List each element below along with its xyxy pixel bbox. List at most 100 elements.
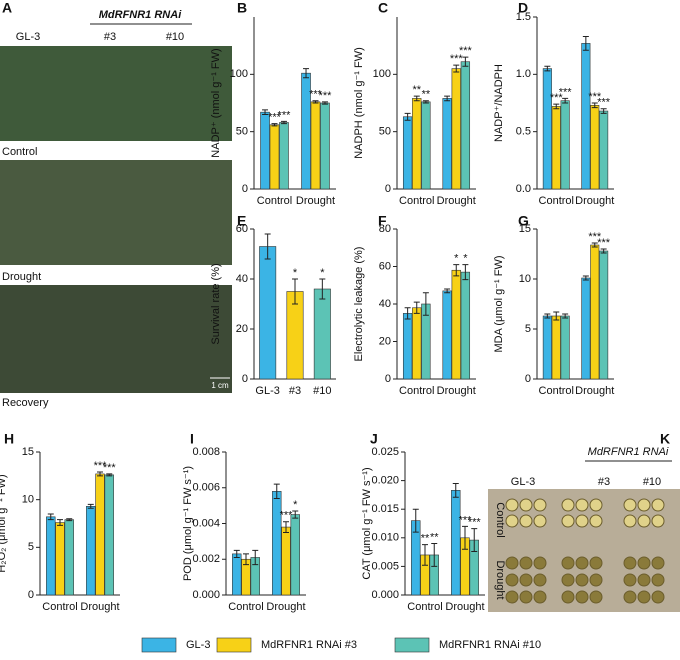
genotype-label: GL-3 [511, 476, 535, 488]
error-bar [319, 278, 326, 300]
bar [86, 506, 96, 596]
bar [95, 473, 105, 596]
leaf-disc [505, 514, 519, 528]
significance-label: *** [550, 92, 564, 104]
x-tick-label: Control [257, 195, 292, 207]
error-bar [262, 109, 269, 115]
group-label: MdRFNR1 RNAi [99, 9, 182, 21]
error-bar [600, 248, 607, 254]
error-bar [292, 510, 299, 519]
significance-label: * [293, 267, 298, 279]
bar [412, 307, 422, 380]
leaf-disc [533, 590, 547, 604]
y-axis-label: Electrolytic leakage (%) [353, 247, 365, 362]
group-label: MdRFNR1 RNAi [588, 446, 669, 458]
panel-letter: B [237, 0, 247, 16]
x-tick-label: GL-3 [255, 385, 279, 397]
y-axis-label: NADPH (nmol g⁻¹ FW) [353, 47, 365, 159]
significance-label: * [463, 253, 468, 265]
leaf-disc [589, 514, 603, 528]
y-axis-label: NADP⁺/NADPH [493, 64, 505, 142]
leaf-disc [637, 590, 651, 604]
error-bar [453, 64, 460, 73]
error-bar [471, 528, 478, 553]
bar [460, 61, 471, 190]
error-bar [582, 35, 589, 51]
error-bar [273, 483, 280, 499]
error-bar [431, 543, 438, 567]
genotype-label: #10 [166, 31, 184, 43]
panel-letter: G [518, 213, 529, 229]
y-tick-label: 50 [379, 126, 391, 138]
x-tick-label: Drought [575, 385, 614, 397]
significance-label: *** [450, 53, 464, 65]
bar [279, 122, 289, 190]
bar [560, 315, 570, 380]
panel-letter: J [370, 431, 378, 447]
error-bar [312, 100, 319, 104]
error-bar [243, 553, 249, 566]
panel-letter: E [237, 213, 246, 229]
bar [290, 514, 300, 596]
leaf-disc [561, 556, 575, 570]
leaf-disc [533, 498, 547, 512]
panel-letter: I [190, 431, 194, 447]
legend-label: MdRFNR1 RNAi #3 [261, 639, 357, 651]
leaf-disc [651, 556, 665, 570]
y-tick-label: 0.002 [192, 553, 220, 565]
bar [599, 110, 609, 190]
significance-label: * [454, 253, 459, 265]
y-axis-label: NADP⁺ (nmol g⁻¹ FW) [210, 48, 222, 157]
y-axis-label: CAT (μmol g⁻¹ FW s⁻¹) [361, 467, 373, 579]
error-bar [562, 97, 569, 104]
significance-label: *** [319, 90, 333, 102]
x-tick-label: Control [399, 385, 434, 397]
error-bar [591, 102, 598, 109]
bar [551, 106, 561, 190]
bar [442, 98, 452, 190]
error-bar [591, 242, 598, 248]
leaf-disc [575, 556, 589, 570]
significance-label: *** [597, 237, 611, 249]
error-bar [422, 100, 429, 104]
leaf-disc [505, 498, 519, 512]
leaf-disc [637, 498, 651, 512]
y-tick-label: 80 [379, 223, 391, 235]
error-bar [252, 549, 259, 566]
significance-label: * [293, 499, 298, 511]
y-tick-label: 50 [236, 126, 248, 138]
error-bar [544, 65, 551, 72]
leaf-disc [651, 514, 665, 528]
genotype-label: #10 [643, 476, 661, 488]
error-bar [404, 112, 411, 121]
bar [313, 288, 331, 380]
y-tick-label: 40 [236, 273, 248, 285]
y-tick-label: 0.004 [192, 517, 220, 529]
error-bar [600, 108, 607, 114]
panel-letter: H [4, 431, 14, 447]
y-tick-label: 15 [519, 223, 531, 235]
leaf-disc [519, 556, 533, 570]
significance-label: *** [588, 231, 602, 243]
condition-label: Control [2, 146, 37, 158]
leaf-disc [651, 590, 665, 604]
bar [46, 516, 56, 596]
error-bar [412, 508, 419, 533]
genotype-label: GL-3 [16, 31, 40, 43]
error-bar [66, 518, 73, 522]
significance-label: *** [278, 109, 292, 121]
y-tick-label: 0.000 [192, 589, 220, 601]
error-bar [462, 56, 469, 67]
y-axis-label: H₂O₂ (μmol g⁻¹ FW) [0, 474, 8, 572]
significance-label: *** [94, 460, 108, 472]
leaf-disc [575, 498, 589, 512]
error-bar [292, 278, 298, 305]
error-bar [57, 519, 63, 526]
bar [310, 101, 321, 190]
error-bar [413, 301, 420, 314]
error-bar [283, 521, 289, 533]
y-tick-label: 1.0 [516, 68, 531, 80]
significance-label: *** [309, 89, 323, 101]
error-bar [444, 95, 451, 102]
